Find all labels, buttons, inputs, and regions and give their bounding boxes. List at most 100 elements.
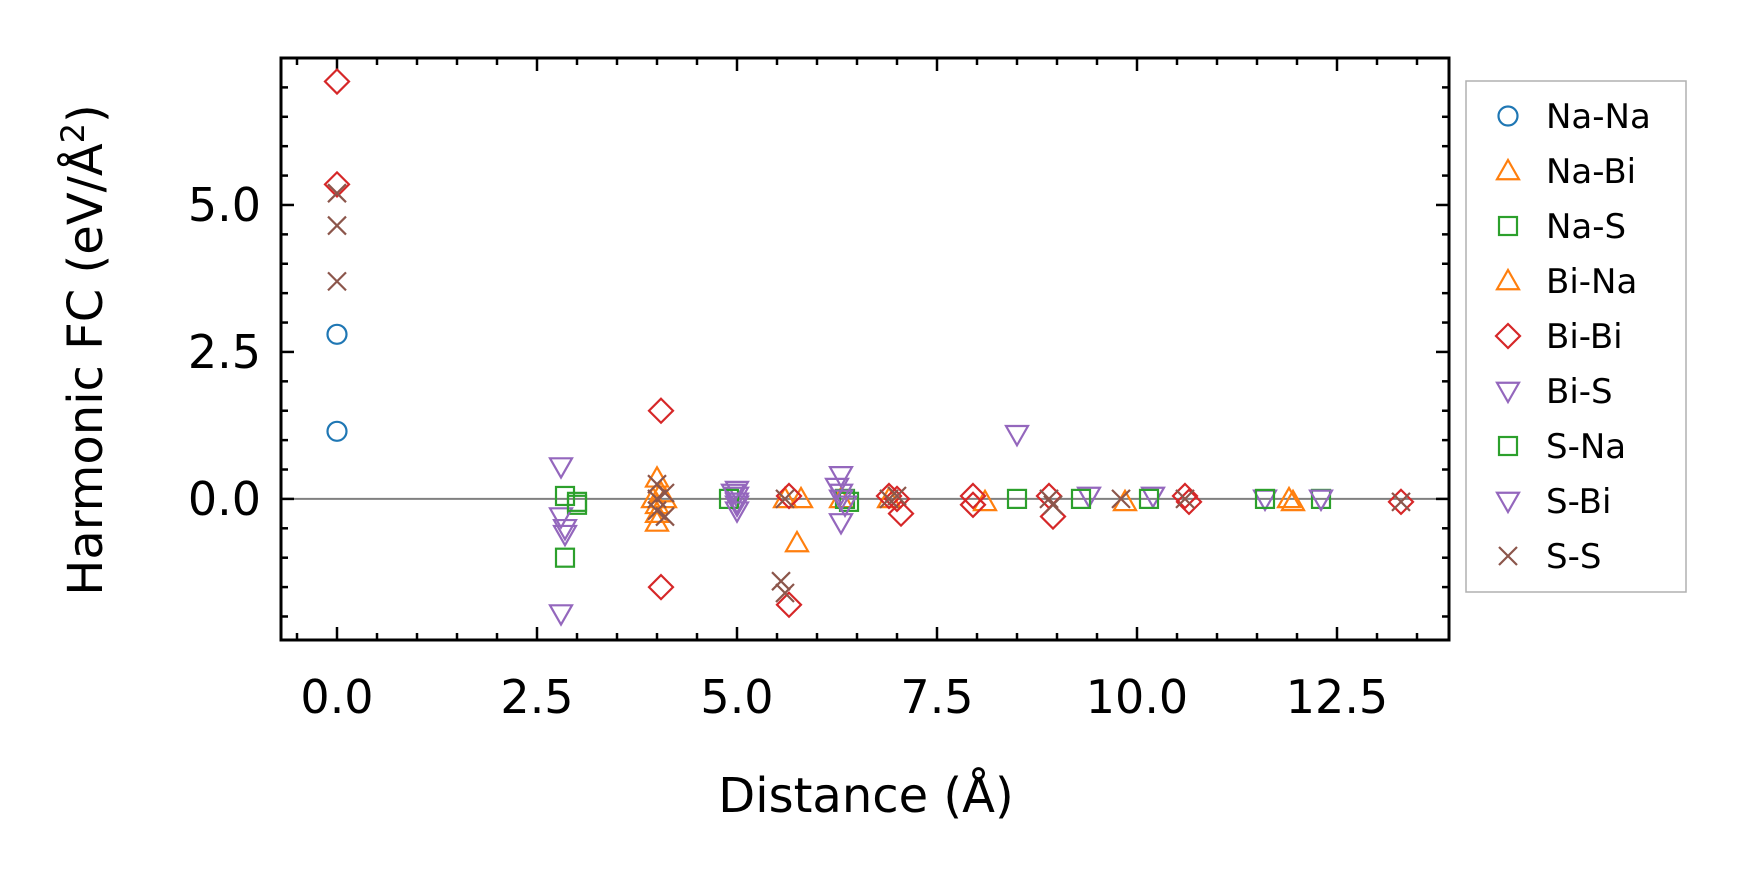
point-bi-bi [1035,482,1063,510]
legend-label-bi-bi: Bi-Bi [1546,317,1623,357]
legend-item-na-na: Na-Na [1497,97,1651,137]
axis-ticks [281,58,1449,640]
series-s-bi [552,477,858,542]
point-s-s [1175,489,1195,509]
x-tick-label: 2.5 [500,670,573,724]
legend-marker-bi-s [1495,381,1521,405]
point-s-s [1391,492,1411,512]
legend-marker-s-s [1498,546,1518,566]
y-tick-label: 2.5 [188,325,261,379]
x-axis-label: Distance (Å) [718,767,1013,824]
point-na-s [554,547,576,568]
point-bi-s [828,513,854,536]
legend-marker-na-bi [1495,157,1521,181]
point-s-bi [832,495,858,519]
series-bi-bi [323,67,1415,619]
point-bi-bi [775,482,803,510]
point-s-s [1111,489,1131,509]
point-bi-bi [647,397,675,425]
point-s-s [1043,495,1063,515]
point-na-bi [972,488,998,512]
point-na-bi [784,529,810,553]
point-s-na [1138,488,1160,510]
point-na-na [326,420,348,442]
x-tick-label: 0.0 [300,670,373,724]
legend-item-na-s: Na-S [1497,207,1626,247]
point-bi-bi [1039,502,1067,531]
point-s-s [775,489,795,509]
point-s-s [327,271,347,292]
point-bi-bi [1175,488,1203,516]
point-bi-s [724,480,750,504]
point-bi-na [1276,485,1302,509]
y-tick-label: 5.0 [188,178,261,232]
legend-item-bi-na: Bi-Na [1495,262,1637,302]
x-tick-label: 10.0 [1086,670,1188,724]
legend-label-s-s: S-S [1546,537,1601,577]
x-tick-label: 7.5 [900,670,973,724]
series-s-s [327,183,1411,603]
point-s-na [1254,488,1276,510]
series-bi-s [548,424,1334,627]
point-s-s [775,583,795,603]
legend-marker-s-bi [1495,491,1521,515]
point-bi-bi [775,591,803,619]
x-tick-label: 12.5 [1286,670,1388,724]
tick-labels: 0.0 2.5 5.0 7.5 10.0 12.5 0.0 2.5 5.0 [188,178,1388,724]
legend-marker-na-na [1497,105,1519,127]
legend-marker-bi-bi [1494,322,1522,350]
point-s-s [887,486,907,506]
point-s-bi [724,501,750,524]
series-na-na [326,323,348,442]
point-bi-bi [959,482,987,510]
data-points [323,67,1415,627]
legend-label-na-na: Na-Na [1546,97,1651,137]
point-na-bi [644,500,670,523]
legend-label-s-na: S-Na [1546,427,1626,467]
legend-marker-na-s [1497,215,1519,237]
point-bi-s [548,507,574,530]
point-bi-bi [647,573,675,601]
legend-item-s-na: S-Na [1497,427,1626,467]
point-na-bi [644,509,670,532]
point-bi-bi [959,491,987,519]
point-bi-s [828,466,854,489]
legend-item-s-s: S-S [1498,537,1601,577]
point-s-s [327,215,347,236]
legend-items: Na-Na Na-Bi Na-S Bi-Na Bi-Bi Bi-S S-Na S-Bi S-S [1494,97,1651,577]
legend-item-na-bi: Na-Bi [1495,152,1636,192]
point-bi-s [1076,486,1102,510]
point-s-bi [552,518,578,542]
point-bi-s [548,604,574,627]
point-s-na [1070,488,1092,510]
y-axis-label: Harmonic FC (eV/Å2) [54,104,114,596]
point-s-s [1039,489,1059,509]
point-s-s [771,571,791,591]
y-axis-label-superscript: 2 [54,123,92,143]
legend-label-s-bi: S-Bi [1546,482,1611,522]
legend-item-s-bi: S-Bi [1495,482,1611,522]
point-bi-s [1004,424,1030,448]
point-na-bi [1280,488,1306,512]
point-s-bi [828,483,854,507]
y-axis-label-main: Harmonic FC (eV/Å [57,143,114,596]
point-bi-bi [887,500,915,528]
y-axis-label-close: ) [58,104,114,123]
legend: Na-Na Na-Bi Na-S Bi-Na Bi-Bi Bi-S S-Na S-Bi S-S [1465,80,1687,593]
point-s-s [647,500,667,521]
legend-label-na-bi: Na-Bi [1546,152,1636,192]
point-bi-bi [1171,482,1199,510]
legend-item-bi-s: Bi-S [1495,372,1613,412]
y-tick-label: 0.0 [188,472,261,526]
point-na-na [326,323,348,345]
point-s-s [655,483,675,503]
point-bi-bi [323,67,351,96]
point-bi-s [1308,489,1334,513]
point-bi-s [548,457,574,480]
legend-marker-s-na [1497,435,1519,457]
point-s-s [655,506,675,527]
plot-frame [279,56,1451,642]
legend-item-bi-bi: Bi-Bi [1494,317,1623,357]
point-bi-bi [1387,488,1415,516]
